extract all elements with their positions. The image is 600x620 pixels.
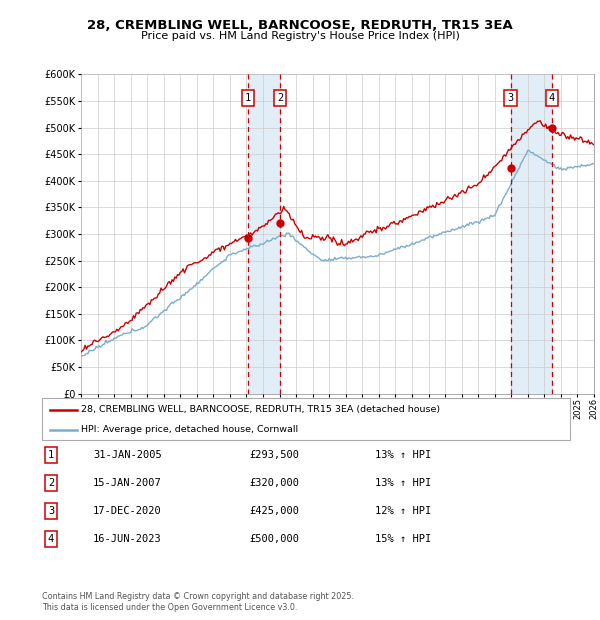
Text: 13% ↑ HPI: 13% ↑ HPI bbox=[375, 450, 431, 460]
Text: 15-JAN-2007: 15-JAN-2007 bbox=[93, 478, 162, 488]
Text: 13% ↑ HPI: 13% ↑ HPI bbox=[375, 478, 431, 488]
Text: 1: 1 bbox=[48, 450, 54, 460]
Text: 12% ↑ HPI: 12% ↑ HPI bbox=[375, 506, 431, 516]
Text: 4: 4 bbox=[549, 94, 555, 104]
Text: 28, CREMBLING WELL, BARNCOOSE, REDRUTH, TR15 3EA: 28, CREMBLING WELL, BARNCOOSE, REDRUTH, … bbox=[87, 19, 513, 32]
Text: £320,000: £320,000 bbox=[249, 478, 299, 488]
Text: HPI: Average price, detached house, Cornwall: HPI: Average price, detached house, Corn… bbox=[81, 425, 298, 434]
Text: 31-JAN-2005: 31-JAN-2005 bbox=[93, 450, 162, 460]
Text: This data is licensed under the Open Government Licence v3.0.: This data is licensed under the Open Gov… bbox=[42, 603, 298, 612]
Text: £425,000: £425,000 bbox=[249, 506, 299, 516]
Text: Price paid vs. HM Land Registry's House Price Index (HPI): Price paid vs. HM Land Registry's House … bbox=[140, 31, 460, 41]
Text: 1: 1 bbox=[245, 94, 251, 104]
Text: 4: 4 bbox=[48, 534, 54, 544]
Bar bbox=[248, 74, 280, 394]
Text: 3: 3 bbox=[48, 506, 54, 516]
Text: 28, CREMBLING WELL, BARNCOOSE, REDRUTH, TR15 3EA (detached house): 28, CREMBLING WELL, BARNCOOSE, REDRUTH, … bbox=[81, 405, 440, 414]
Text: 17-DEC-2020: 17-DEC-2020 bbox=[93, 506, 162, 516]
Text: 16-JUN-2023: 16-JUN-2023 bbox=[93, 534, 162, 544]
Text: 2: 2 bbox=[277, 94, 283, 104]
Text: Contains HM Land Registry data © Crown copyright and database right 2025.: Contains HM Land Registry data © Crown c… bbox=[42, 592, 354, 601]
Text: 15% ↑ HPI: 15% ↑ HPI bbox=[375, 534, 431, 544]
Text: 3: 3 bbox=[508, 94, 514, 104]
Bar bbox=[511, 74, 552, 394]
Text: 2: 2 bbox=[48, 478, 54, 488]
Text: £293,500: £293,500 bbox=[249, 450, 299, 460]
Text: £500,000: £500,000 bbox=[249, 534, 299, 544]
